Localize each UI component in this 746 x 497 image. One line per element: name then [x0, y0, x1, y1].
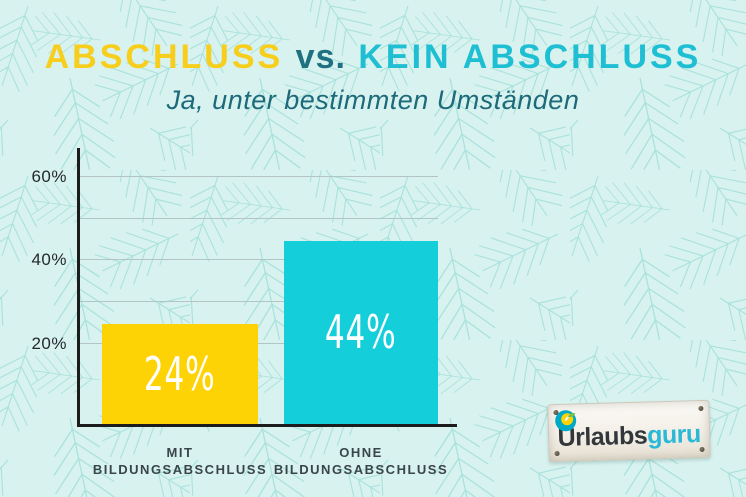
urlaubsguru-logo: Urlaubsguru: [547, 399, 711, 463]
urlaubsguru-swirl-icon: [555, 409, 577, 431]
bar-ohne-bildungsabschluss: 44%: [284, 240, 438, 424]
gridline: [80, 217, 438, 219]
chart-title: ABSCHLUSS vs. KEIN ABSCHLUSS: [0, 38, 746, 77]
x-category-label-mit: MIT BILDUNGSABSCHLUSS: [92, 445, 268, 477]
chart-subtitle: Ja, unter bestimmten Umständen: [166, 85, 580, 115]
title-segment-abschluss: ABSCHLUSS: [44, 38, 284, 76]
plot-area: 24% 44%: [77, 148, 457, 427]
y-tick-label: 40%: [31, 250, 67, 270]
y-axis-ticks: 20% 40% 60%: [0, 148, 77, 427]
y-tick-label: 60%: [31, 166, 67, 186]
gridline: [80, 300, 438, 302]
title-segment-vs: vs.: [295, 38, 346, 76]
urlaubsguru-wordmark: Urlaubsguru: [557, 419, 702, 452]
bar-value-label: 44%: [325, 305, 397, 360]
x-axis-line: [77, 424, 457, 427]
gridline: [80, 342, 438, 344]
x-category-label-ohne: OHNE BILDUNGSABSCHLUSS: [273, 445, 449, 477]
y-axis-line: [77, 148, 80, 427]
screw-icon: [698, 405, 704, 412]
gridline: [80, 175, 438, 177]
bar-mit-bildungsabschluss: 24%: [102, 323, 258, 424]
gridline: [80, 259, 438, 261]
bar-value-label: 24%: [144, 346, 216, 401]
title-segment-kein-abschluss: KEIN ABSCHLUSS: [358, 38, 702, 76]
y-tick-label: 20%: [31, 333, 67, 353]
